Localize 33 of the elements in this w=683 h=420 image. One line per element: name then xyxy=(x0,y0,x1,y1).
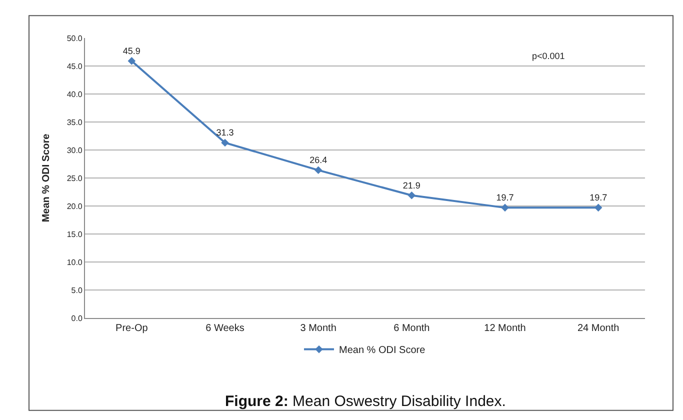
data-label: 31.3 xyxy=(216,128,234,138)
data-label: 45.9 xyxy=(122,46,140,56)
y-tick-label: 35.0 xyxy=(66,118,83,127)
y-tick-label: 45.0 xyxy=(66,62,83,71)
point xyxy=(314,166,322,174)
x-tick-label: 12 Month xyxy=(484,323,526,334)
annotation: p<0.001 xyxy=(532,51,565,61)
data-label: 19.7 xyxy=(590,192,608,203)
point xyxy=(221,138,229,147)
x-tick-label: 24 Month xyxy=(577,323,620,334)
y-axis-title: Mean % ODI Score xyxy=(40,133,52,222)
point xyxy=(408,191,416,200)
y-tick-label: 15.0 xyxy=(66,230,83,239)
point xyxy=(594,204,602,212)
caption: Figure 2: Mean Oswestry Disability Index. xyxy=(225,393,506,410)
y-tick-label: 50.0 xyxy=(66,34,83,43)
y-tick-label: 30.0 xyxy=(66,146,83,155)
point xyxy=(501,204,509,212)
data-label: 21.9 xyxy=(402,180,420,190)
legend-label: Mean % ODI Score xyxy=(339,345,426,356)
x-tick-label: Pre-Op xyxy=(116,323,148,334)
data-label: 19.7 xyxy=(496,192,514,203)
x-tick-label: 6 Weeks xyxy=(206,323,244,334)
y-tick-label: 25.0 xyxy=(66,174,83,183)
y-tick-label: 5.0 xyxy=(71,286,83,295)
x-tick-label: 3 Month xyxy=(300,323,336,334)
y-tick-label: 40.0 xyxy=(66,90,83,99)
y-tick-label: 20.0 xyxy=(66,202,83,211)
data-label: 26.4 xyxy=(310,155,328,166)
x-tick-label: 6 Month xyxy=(394,323,430,334)
y-tick-label: 10.0 xyxy=(66,258,83,267)
y-tick-label: 0.0 xyxy=(71,314,83,323)
point xyxy=(128,57,136,65)
